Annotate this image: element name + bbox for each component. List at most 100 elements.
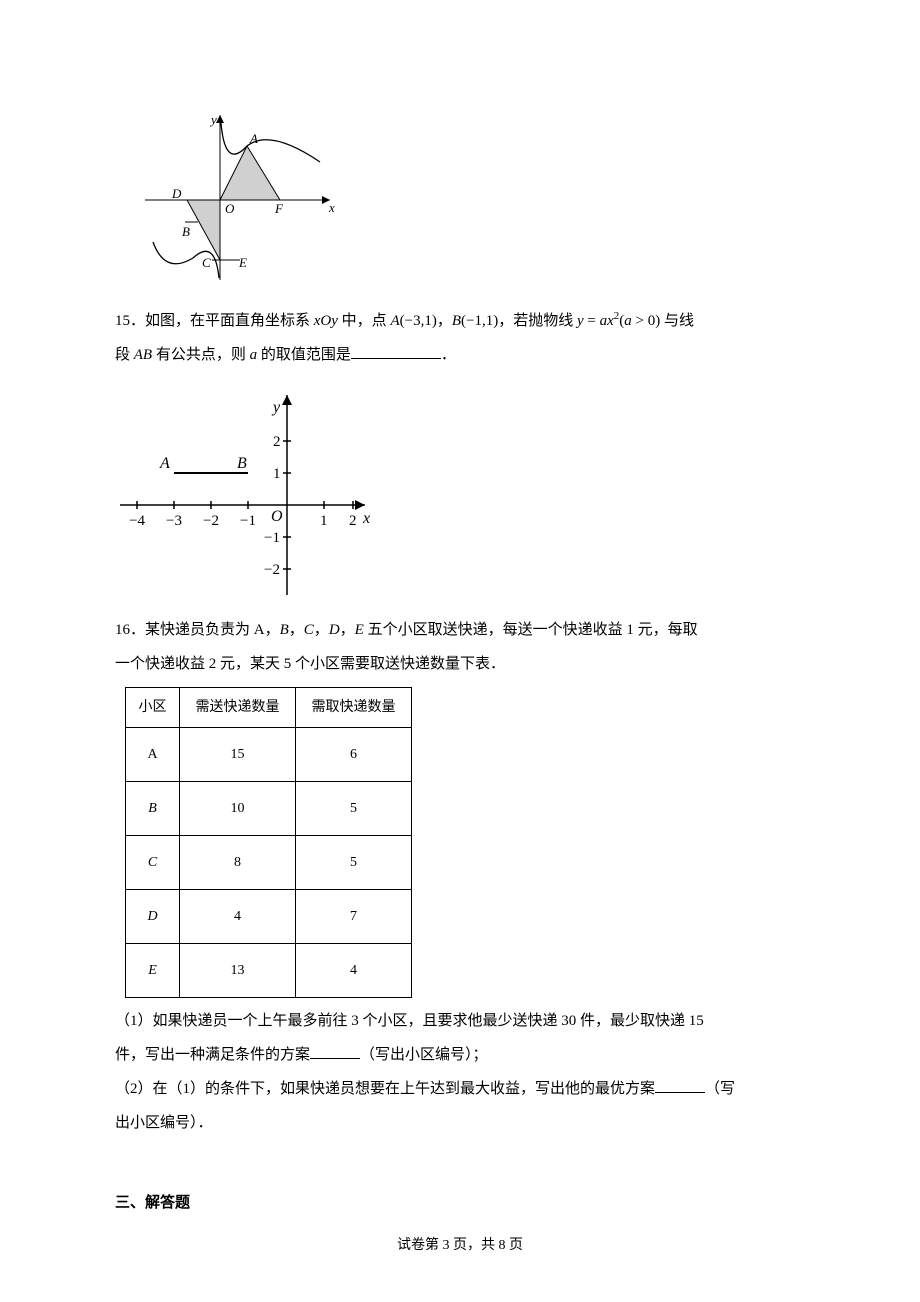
figure-q15-svg: −4 −3 −2 −1 1 2 1 2 −1 −2 A B O x y: [115, 385, 375, 600]
q16-2-a: （2）在（1）的条件下，如果快递员想要在上午达到最大收益，写出他的最优方案: [115, 1081, 655, 1097]
q16-2-b: （写: [705, 1081, 735, 1097]
cell-e: E: [126, 944, 180, 998]
q16-1-c: （写出小区编号）；: [360, 1047, 488, 1063]
q15-line1: 15．如图，在平面直角坐标系 xOy 中，点 A(−3,1)，B(−1,1)，若…: [115, 305, 805, 336]
q16-2-c: 出小区编号）．: [115, 1115, 213, 1131]
cell: 7: [296, 890, 412, 944]
q16-prefix: 16．某快递员负责为 A，: [115, 622, 280, 638]
q16-b: B: [280, 622, 289, 638]
q16-2-line2: 出小区编号）．: [115, 1108, 805, 1138]
q16-1-a: （1）如果快递员一个上午最多前往 3 个小区，且要求他最少送快递 30 件，最少…: [115, 1013, 704, 1029]
q15-mid1: 中，点: [338, 313, 391, 329]
cell-d: D: [126, 890, 180, 944]
cell-a: A: [126, 728, 180, 782]
q16-2-line1: （2）在（1）的条件下，如果快递员想要在上午达到最大收益，写出他的最优方案 （写: [115, 1074, 805, 1104]
q15-mid2: ，若抛物线: [498, 313, 577, 329]
q16-e: E: [355, 622, 364, 638]
axis-y-label: y: [209, 112, 217, 127]
table-header-col3: 需取快递数量: [296, 688, 412, 728]
q15-coord-a: (−3,1): [400, 313, 437, 329]
q15-eq: =: [584, 313, 600, 329]
q16-1-b: 件，写出一种满足条件的方案: [115, 1047, 310, 1063]
fig2-x-axis: x: [362, 510, 370, 527]
q15-blank: [351, 345, 441, 359]
point-a: A: [249, 131, 258, 146]
cell-c: C: [126, 836, 180, 890]
xtick-2: 2: [349, 513, 357, 529]
section-3-title: 三、解答题: [115, 1188, 805, 1218]
q16-line1: 16．某快递员负责为 A，B，C，D，E 五个小区取送快递，每送一个快递收益 1…: [115, 615, 805, 645]
ytick-1: 1: [273, 466, 281, 482]
page-footer: 试卷第 3 页，共 8 页: [0, 1232, 920, 1260]
q16-1-line1: （1）如果快递员一个上午最多前往 3 个小区，且要求他最少送快递 30 件，最少…: [115, 1006, 805, 1036]
table-row: E 13 4: [126, 944, 412, 998]
cell: 4: [296, 944, 412, 998]
axis-x-label: x: [328, 200, 335, 215]
delivery-table: 小区 需送快递数量 需取快递数量 A 15 6 B 10 5 C 8 5 D 4…: [125, 687, 412, 998]
cell: 6: [296, 728, 412, 782]
xtick-1: 1: [320, 513, 328, 529]
q15-y: y: [577, 313, 584, 329]
xtick--3: −3: [166, 513, 182, 529]
xtick--1: −1: [240, 513, 256, 529]
cell: 10: [180, 782, 296, 836]
q16-1-blank: [310, 1045, 360, 1059]
fig2-point-a: A: [159, 455, 170, 472]
table-header-col1: 小区: [126, 688, 180, 728]
cell: 15: [180, 728, 296, 782]
q16-c2: ，: [314, 622, 329, 638]
footer-page: 3: [443, 1238, 450, 1253]
figure-q14: y x A D O F B C E: [145, 110, 805, 285]
table-row: C 8 5: [126, 836, 412, 890]
q15-cond: (a > 0): [619, 313, 660, 329]
q15-coord-b: (−1,1): [461, 313, 498, 329]
q16-c: C: [304, 622, 314, 638]
ytick--1: −1: [264, 530, 280, 546]
point-b: B: [182, 224, 190, 239]
q15-ab: AB: [134, 347, 152, 363]
footer-post: 页: [506, 1238, 524, 1253]
q16-l2: 一个快递收益 2 元，某天 5 个小区需要取送快递数量下表．: [115, 656, 505, 672]
table-header-col2: 需送快递数量: [180, 688, 296, 728]
point-f: F: [274, 201, 284, 216]
cell: 5: [296, 836, 412, 890]
cell: 8: [180, 836, 296, 890]
point-d: D: [171, 186, 182, 201]
table-row: B 10 5: [126, 782, 412, 836]
q15-x: x: [607, 313, 614, 329]
fig2-y-axis: y: [271, 399, 281, 416]
point-c: C: [202, 255, 211, 270]
fig2-origin: O: [271, 508, 283, 525]
cell: 5: [296, 782, 412, 836]
fig2-point-b: B: [237, 455, 247, 472]
q16-1-line2: 件，写出一种满足条件的方案 （写出小区编号）；: [115, 1040, 805, 1070]
q16-mid: 五个小区取送快递，每送一个快递收益 1 元，每取: [364, 622, 698, 638]
cell-b: B: [126, 782, 180, 836]
xtick--4: −4: [129, 513, 145, 529]
cell: 13: [180, 944, 296, 998]
q15-l2-mid: 有公共点，则: [152, 347, 250, 363]
ytick-2: 2: [273, 434, 281, 450]
q16-2-blank: [655, 1079, 705, 1093]
q16-c3: ，: [340, 622, 355, 638]
xtick--2: −2: [203, 513, 219, 529]
q15-a2: a: [250, 347, 258, 363]
footer-mid: 页，共: [450, 1238, 499, 1253]
q15-line2: 段 AB 有公共点，则 a 的取值范围是．: [115, 340, 805, 370]
footer-total: 8: [499, 1238, 506, 1253]
q16-d: D: [329, 622, 340, 638]
q15-mid3: 与线: [660, 313, 694, 329]
q15-a: a: [600, 313, 608, 329]
figure-q15: −4 −3 −2 −1 1 2 1 2 −1 −2 A B O x y: [115, 385, 805, 600]
q15-prefix: 15．如图，在平面直角坐标系: [115, 313, 314, 329]
q15-l2-post: 的取值范围是: [257, 347, 351, 363]
point-o: O: [225, 201, 235, 216]
figure-q14-svg: y x A D O F B C E: [145, 110, 340, 285]
q16-line2: 一个快递收益 2 元，某天 5 个小区需要取送快递数量下表．: [115, 649, 805, 679]
point-e: E: [238, 255, 247, 270]
q15-c1: ，: [437, 313, 452, 329]
q15-xoy: xOy: [314, 313, 338, 329]
q16-c1: ，: [289, 622, 304, 638]
ytick--2: −2: [264, 562, 280, 578]
q15-l2-pre: 段: [115, 347, 134, 363]
